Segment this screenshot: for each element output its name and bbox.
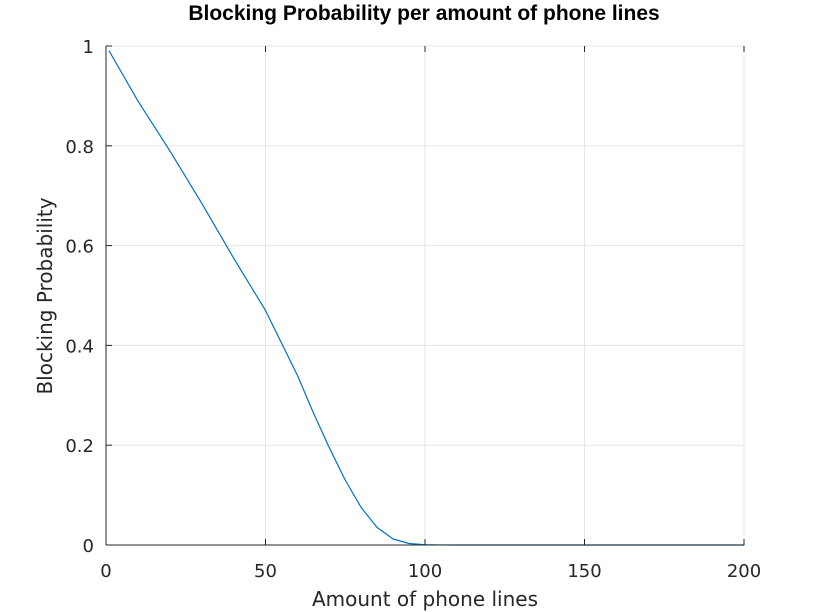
x-axis-label: Amount of phone lines bbox=[312, 587, 538, 611]
y-tick-label: 1 bbox=[83, 37, 94, 58]
x-tick-label: 0 bbox=[100, 561, 111, 582]
y-axis-label: Blocking Probability bbox=[33, 197, 57, 394]
x-tick-label: 200 bbox=[727, 561, 761, 582]
y-tick-label: 0.6 bbox=[65, 237, 94, 258]
x-tick-label: 50 bbox=[254, 561, 277, 582]
x-tick-label: 150 bbox=[567, 561, 601, 582]
chart-title: Blocking Probability per amount of phone… bbox=[188, 2, 659, 25]
y-tick-label: 0.4 bbox=[65, 336, 94, 357]
y-tick-label: 0.8 bbox=[65, 137, 94, 158]
y-tick-label: 0 bbox=[83, 536, 94, 557]
ticks: 0 50 100 150 200 0 0.2 0.4 0.6 0.8 1 bbox=[65, 37, 761, 582]
y-tick-label: 0.2 bbox=[65, 436, 94, 457]
x-tick-label: 100 bbox=[408, 561, 442, 582]
